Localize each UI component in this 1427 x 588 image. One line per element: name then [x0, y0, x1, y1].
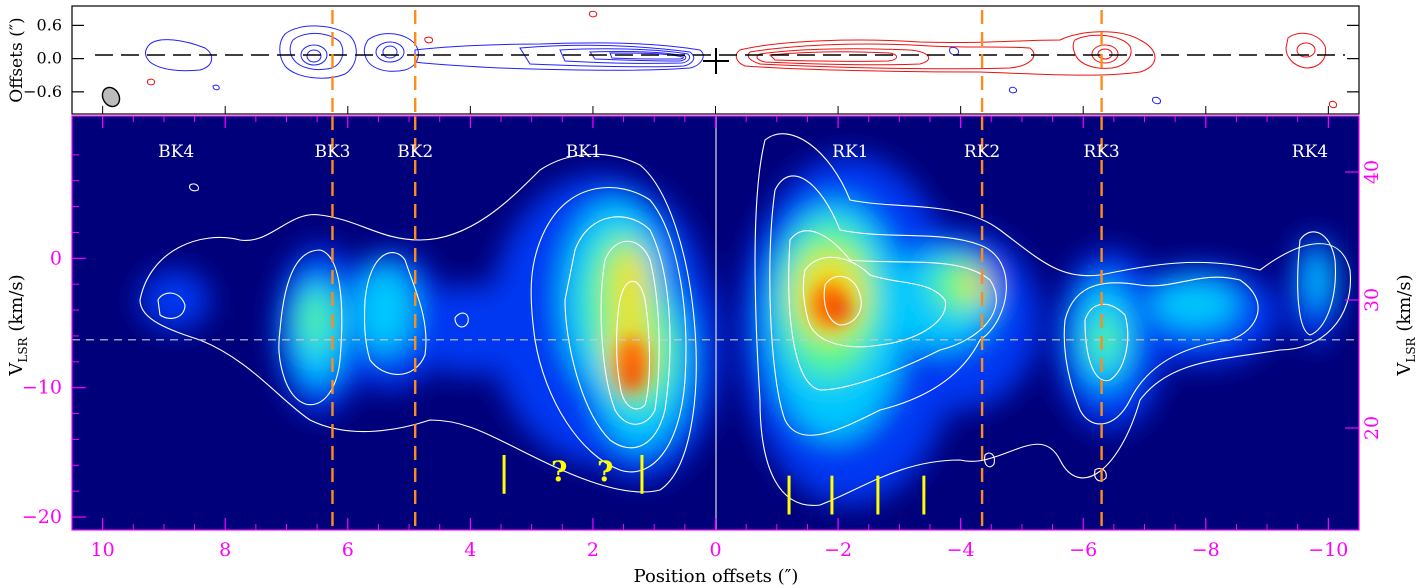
- question-marks: ??: [551, 455, 613, 488]
- y-tick-label-left: 0: [50, 247, 62, 269]
- knot-label-rk1: RK1: [832, 142, 868, 162]
- right-ylabel-unit: (km/s): [1394, 274, 1415, 337]
- top-y-tick-label: 0.6: [37, 15, 62, 34]
- source-cross: [703, 48, 729, 74]
- top-contours: [95, 10, 1345, 109]
- y-ticks-left: 0 −10 −20: [22, 154, 86, 528]
- x-tick-label: 6: [342, 539, 354, 561]
- knot-label-rk3: RK3: [1083, 142, 1119, 162]
- x-ticks: 10 8 6 4 2 0 −2 −4 −6 −8 −10: [71, 106, 1360, 561]
- left-ylabel: VLSR (km/s): [6, 274, 30, 376]
- y-tick-label-right: 30: [1361, 288, 1383, 312]
- left-ylabel-main: V: [6, 362, 27, 377]
- top-y-ticks: 0.6 0.0 −0.6: [23, 15, 1359, 101]
- yellow-markers: [502, 454, 926, 515]
- knot-label-rk2: RK2: [964, 142, 1000, 162]
- top-ylabel: Offsets (″): [7, 17, 27, 102]
- right-ylabel: VLSR (km/s): [1394, 274, 1418, 376]
- knot-label-bk4: BK4: [158, 142, 194, 162]
- y-tick-label-right: 20: [1361, 416, 1383, 440]
- left-ylabel-sub: LSR: [16, 336, 30, 362]
- x-tick-label: 10: [91, 539, 115, 561]
- y-ticks-right: 40 30 20: [1345, 160, 1383, 440]
- top-y-tick-label: −0.6: [23, 82, 62, 101]
- knot-labels: BK4 BK3 BK2 BK1 RK1 RK2 RK3 RK4: [158, 142, 1328, 162]
- x-axis-label: Position offsets (″): [634, 566, 799, 587]
- x-tick-label: −10: [1308, 539, 1348, 561]
- red-lobe-contours: [147, 10, 1337, 109]
- right-ylabel-sub: LSR: [1404, 336, 1418, 362]
- beam-ellipse: [101, 86, 121, 108]
- emission-peaks: [616, 283, 850, 393]
- blue-stray-contours: [949, 47, 1161, 105]
- right-ylabel-main: V: [1394, 362, 1415, 377]
- knot-label-bk1: BK1: [566, 142, 602, 162]
- left-ylabel-unit: (km/s): [6, 274, 27, 337]
- top-y-tick-label: 0.0: [37, 49, 62, 68]
- x-tick-label: 4: [464, 539, 476, 561]
- top-panel: 0.6 0.0 −0.6 Offsets (″): [7, 5, 1360, 115]
- y-tick-label-right: 40: [1361, 160, 1383, 184]
- x-tick-label: 0: [709, 539, 721, 561]
- knot-label-bk3: BK3: [314, 142, 350, 162]
- x-tick-label: 8: [219, 539, 231, 561]
- bottom-panel: BK4 BK3 BK2 BK1 RK1 RK2 RK3 RK4 ?? 10 8 6 4 2 0 −2 −4−…: [6, 10, 1418, 587]
- knot-dashed-lines: [331, 10, 1103, 528]
- x-tick-label: −4: [947, 539, 975, 561]
- y-tick-label-left: −20: [22, 506, 62, 528]
- x-tick-label: −2: [824, 539, 852, 561]
- knot-label-bk2: BK2: [397, 142, 433, 162]
- question-mark: ?: [551, 455, 567, 488]
- knot-label-rk4: RK4: [1292, 142, 1328, 162]
- x-tick-label: −8: [1192, 539, 1220, 561]
- y-tick-label-left: −10: [22, 377, 62, 399]
- x-tick-label: 2: [587, 539, 599, 561]
- blue-lobe-contours: [145, 25, 704, 91]
- question-mark: ?: [597, 455, 613, 488]
- x-tick-label: −6: [1069, 539, 1097, 561]
